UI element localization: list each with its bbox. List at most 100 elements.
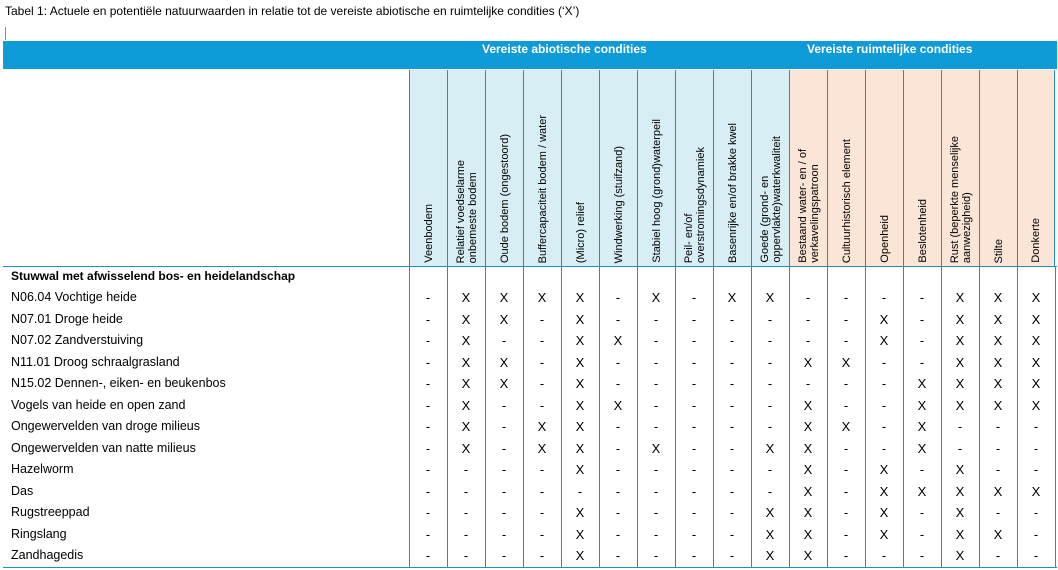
grid-line: [827, 266, 828, 567]
table-cell: -: [843, 376, 849, 391]
column-header-label: Rust (beperkte menselijke aanwezigheid): [948, 135, 973, 263]
table-cell: -: [729, 311, 735, 327]
grid-line: [523, 266, 524, 567]
table-cell: -: [539, 462, 545, 477]
table-cell: -: [881, 419, 887, 434]
column-header-label: Donkerte: [1030, 218, 1042, 263]
column-header: Peil- en/of overstromingsdynamiek: [675, 70, 713, 266]
table-cell: -: [729, 376, 735, 391]
table-cell: X: [537, 290, 547, 305]
column-header: Windwerking (stuifzand): [599, 70, 637, 266]
table-cell: -: [425, 290, 431, 305]
table-cell: -: [881, 376, 887, 391]
table-cell: -: [501, 526, 507, 542]
column-header: Stabiel hoog (grond)waterpeil: [637, 70, 675, 266]
table-cell: -: [843, 290, 849, 305]
table-cell: -: [843, 483, 849, 499]
table-cell: -: [425, 419, 431, 434]
table-cell: -: [615, 354, 621, 370]
table-cell: -: [919, 526, 925, 542]
grid-line: [1055, 266, 1056, 567]
table-cell: X: [955, 354, 965, 370]
table-cell: -: [539, 354, 545, 370]
table-cell: -: [805, 376, 811, 391]
column-header-label: Bestaand water- en / of verkavelingspatr…: [796, 149, 821, 263]
table-caption: Tabel 1: Actuele en potentiële natuurwaa…: [5, 4, 580, 18]
table-cell: -: [729, 505, 735, 520]
table-cell: -: [691, 290, 697, 305]
row-label: Das: [11, 483, 34, 498]
table-cell: -: [539, 311, 545, 327]
table-cell: -: [691, 376, 697, 391]
table-cell: X: [955, 548, 965, 563]
table-cell: X: [575, 311, 585, 327]
row-label: N07.02 Zandverstuiving: [11, 333, 144, 347]
table-cell: -: [729, 397, 735, 413]
table-cell: -: [501, 419, 507, 434]
table-cell: -: [843, 397, 849, 413]
table-cell: -: [729, 483, 735, 499]
column-header: (Micro) relief: [561, 70, 599, 266]
table-cell: -: [1033, 526, 1039, 542]
table-cell: -: [425, 440, 431, 456]
grid-line: [561, 266, 562, 567]
table-cell: X: [461, 333, 471, 348]
table-cell: -: [653, 397, 659, 413]
column-header: Openheid: [865, 70, 903, 266]
column-header: Beslotenheid: [903, 70, 941, 266]
table-cell: -: [767, 376, 773, 391]
table-cell: X: [803, 419, 813, 434]
table-cell: -: [919, 333, 925, 348]
row-label: Ongewervelden van natte milieus: [11, 440, 196, 455]
table-cell: X: [575, 526, 585, 542]
table-cell: -: [653, 483, 659, 499]
table-cell: -: [539, 376, 545, 391]
table-cell: -: [501, 483, 507, 499]
table-cell: -: [539, 505, 545, 520]
table-cell: X: [993, 333, 1003, 348]
column-header: Donkerte: [1017, 70, 1055, 266]
column-header-label: Relatief voedselarme onbemeste bodem: [454, 159, 479, 263]
table-cell: -: [843, 462, 849, 477]
table-cell: X: [993, 354, 1003, 370]
column-header: Stilte: [979, 70, 1017, 266]
table-cell: X: [803, 397, 813, 413]
table-cell: X: [765, 290, 775, 305]
table-cell: -: [539, 526, 545, 542]
column-header: Goede (grond- en oppervlakte)waterkwalit…: [751, 70, 789, 266]
table-cell: -: [615, 419, 621, 434]
table-cell: -: [615, 483, 621, 499]
table-cell: -: [501, 548, 507, 563]
table-cell: -: [843, 311, 849, 327]
table-cell: -: [615, 526, 621, 542]
table-cell: X: [461, 290, 471, 305]
table-cell: X: [803, 483, 813, 499]
table-cell: X: [765, 505, 775, 520]
table-cell: -: [653, 548, 659, 563]
table-cell: -: [463, 483, 469, 499]
column-header-label: Stabiel hoog (grond)waterpeil: [650, 119, 663, 263]
grid-line: [903, 266, 904, 567]
table-cell: -: [805, 290, 811, 305]
table-cell: -: [653, 376, 659, 391]
table-cell: X: [575, 419, 585, 434]
table-cell: -: [691, 397, 697, 413]
table-cell: -: [615, 505, 621, 520]
table-cell: -: [501, 397, 507, 413]
table-cell: -: [881, 354, 887, 370]
table-cell: X: [461, 376, 471, 391]
table-bottom-border: [3, 566, 1057, 568]
table-cell: -: [691, 548, 697, 563]
table-cell: X: [613, 333, 623, 348]
grid-line: [409, 266, 410, 567]
column-header: Buffercapaciteit bodem / water: [523, 70, 561, 266]
table-cell: X: [917, 419, 927, 434]
table-cell: -: [653, 311, 659, 327]
section-title: Stuwwal met afwisselend bos- en heidelan…: [11, 269, 296, 283]
column-header-label: (Micro) relief: [574, 201, 587, 263]
row-label: N07.01 Droge heide: [11, 311, 123, 326]
column-header-label: Windwerking (stuifzand): [612, 145, 625, 263]
column-header: Relatief voedselarme onbemeste bodem: [447, 70, 485, 266]
table-cell: -: [425, 462, 431, 477]
table-cell: -: [843, 440, 849, 456]
